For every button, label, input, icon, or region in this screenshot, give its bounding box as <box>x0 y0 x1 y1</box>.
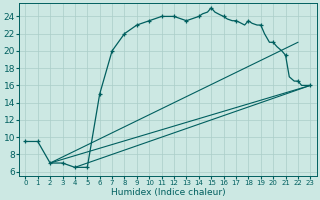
X-axis label: Humidex (Indice chaleur): Humidex (Indice chaleur) <box>110 188 225 197</box>
